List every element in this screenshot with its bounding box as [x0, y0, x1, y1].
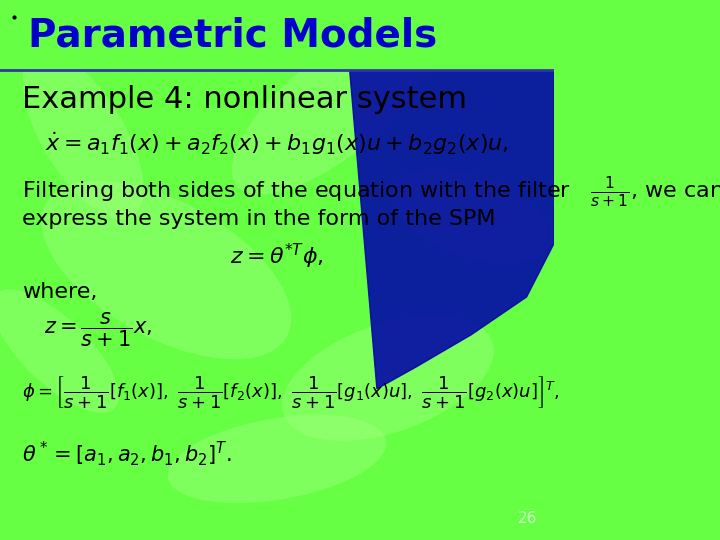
Ellipse shape [392, 169, 551, 263]
Ellipse shape [232, 22, 433, 194]
Text: Filtering both sides of the equation with the filter   $\frac{1}{s+1}$, we can: Filtering both sides of the equation wit… [22, 174, 720, 209]
Ellipse shape [23, 51, 143, 219]
Ellipse shape [168, 415, 387, 503]
Text: $\theta^* = [a_1, a_2, b_1, b_2]^T.$: $\theta^* = [a_1, a_2, b_1, b_2]^T.$ [22, 439, 232, 468]
FancyBboxPatch shape [0, 0, 554, 70]
Ellipse shape [282, 315, 494, 441]
Text: $\dot{x} = a_1 f_1(x) + a_2 f_2(x) + b_1 g_1(x)u + b_2 g_2(x)u,$: $\dot{x} = a_1 f_1(x) + a_2 f_2(x) + b_1… [45, 130, 509, 157]
Text: 26: 26 [518, 511, 538, 526]
Text: where,: where, [22, 281, 97, 302]
Text: $z = \theta^{*T} \phi,$: $z = \theta^{*T} \phi,$ [230, 242, 324, 271]
Text: $\phi = \left[\dfrac{1}{s+1}[f_1(x)],\ \dfrac{1}{s+1}[f_2(x)],\ \dfrac{1}{s+1}[g: $\phi = \left[\dfrac{1}{s+1}[f_1(x)],\ \… [22, 374, 559, 409]
Ellipse shape [41, 181, 291, 359]
Text: express the system in the form of the SPM: express the system in the form of the SP… [22, 208, 495, 229]
Ellipse shape [0, 289, 119, 413]
Text: $z = \dfrac{s}{s+1}x,$: $z = \dfrac{s}{s+1}x,$ [45, 310, 153, 349]
Polygon shape [343, 0, 554, 389]
Text: Parametric Models: Parametric Models [27, 16, 437, 54]
Text: Example 4: nonlinear system: Example 4: nonlinear system [22, 85, 467, 114]
